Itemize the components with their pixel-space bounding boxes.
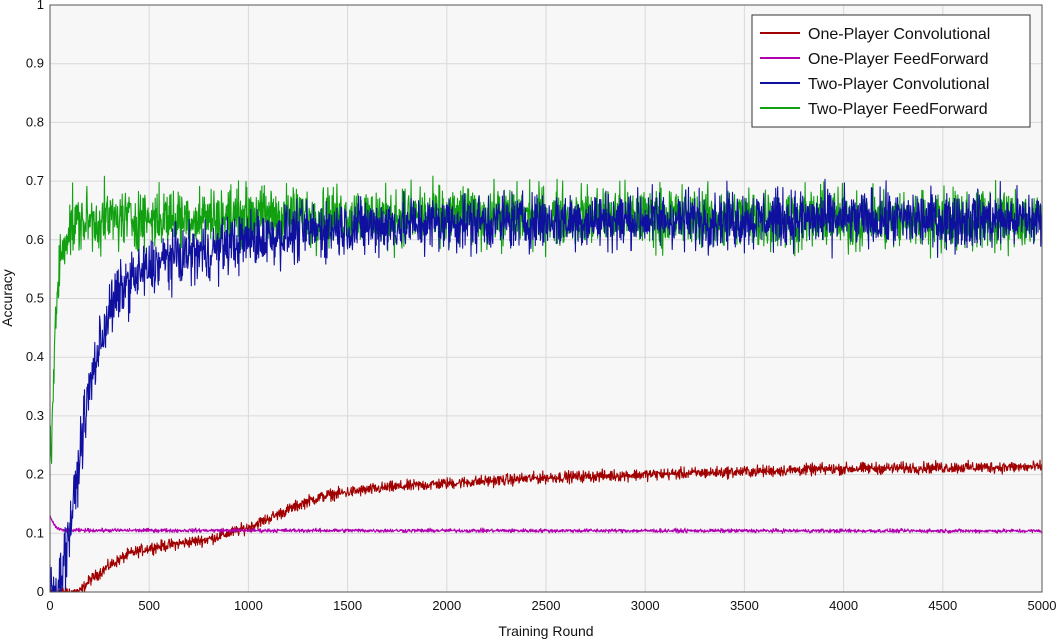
x-tick-label: 3000 [631, 598, 660, 613]
x-tick-label: 2500 [532, 598, 561, 613]
y-tick-label: 0.5 [26, 291, 44, 306]
y-axis-ticks: 0 0.1 0.2 0.3 0.4 0.5 0.6 0.7 0.8 0.9 1 [26, 0, 44, 599]
y-tick-label: 0.7 [26, 173, 44, 188]
y-tick-label: 0.9 [26, 56, 44, 71]
x-axis-ticks: 0 500 1000 1500 2000 2500 3000 3500 4000 4500 5000 [46, 598, 1056, 613]
y-tick-label: 0.2 [26, 467, 44, 482]
y-axis-label: Accuracy [0, 269, 15, 327]
x-tick-label: 1500 [333, 598, 362, 613]
x-tick-label: 5000 [1028, 598, 1056, 613]
y-tick-label: 0.1 [26, 525, 44, 540]
x-axis-label: Training Round [498, 623, 593, 639]
plot-frame [49, 4, 1043, 593]
x-tick-label: 2000 [432, 598, 461, 613]
series-line-one-player-feedforward [49, 515, 1043, 534]
x-tick-label: 3500 [730, 598, 759, 613]
x-tick-label: 1000 [234, 598, 263, 613]
x-tick-label: 0 [46, 598, 53, 613]
legend-label: One-Player Convolutional [808, 26, 990, 43]
y-tick-label: 0 [37, 584, 44, 599]
x-tick-label: 4000 [829, 598, 858, 613]
y-tick-label: 0.3 [26, 408, 44, 423]
x-tick-label: 4500 [928, 598, 957, 613]
legend-label: One-Player FeedForward [808, 51, 989, 68]
legend-label: Two-Player FeedForward [808, 101, 988, 118]
series-lines [49, 175, 1043, 593]
y-tick-label: 1 [37, 0, 44, 12]
y-tick-label: 0.4 [26, 349, 44, 364]
y-tick-label: 0.6 [26, 232, 44, 247]
x-tick-label: 500 [138, 598, 160, 613]
series-line-one-player-convolutional [49, 459, 1043, 593]
legend: One-Player Convolutional One-Player FeedF… [751, 14, 1031, 128]
series-line-two-player-convolutional [49, 178, 1043, 593]
y-tick-label: 0.8 [26, 114, 44, 129]
legend-label: Two-Player Convolutional [808, 76, 989, 93]
